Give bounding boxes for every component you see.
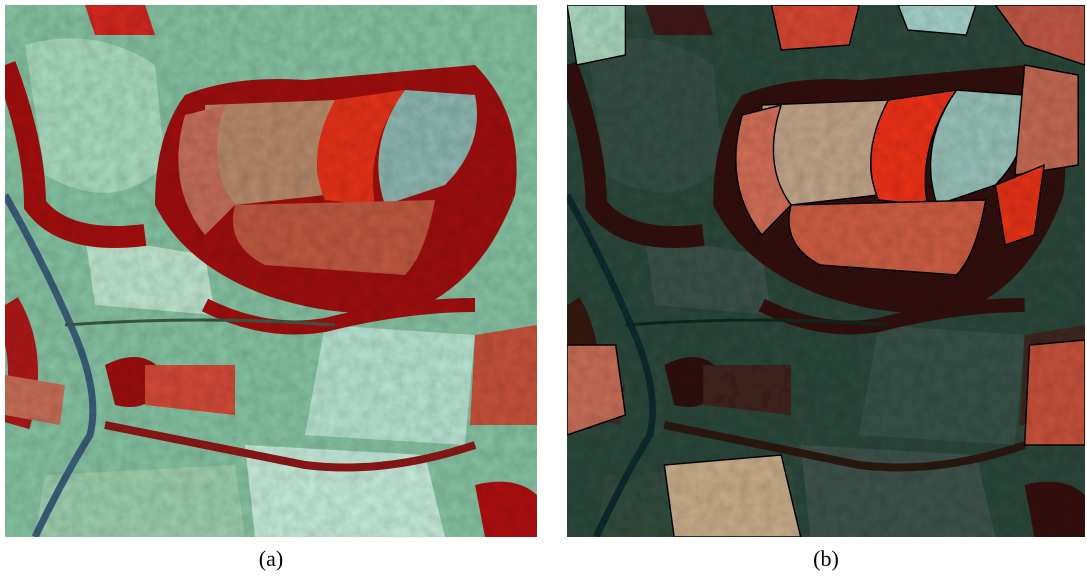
panel-label: (a) xyxy=(259,546,283,571)
image-a xyxy=(5,5,537,537)
panel-label: (b) xyxy=(813,546,839,571)
image-b xyxy=(567,5,1086,537)
